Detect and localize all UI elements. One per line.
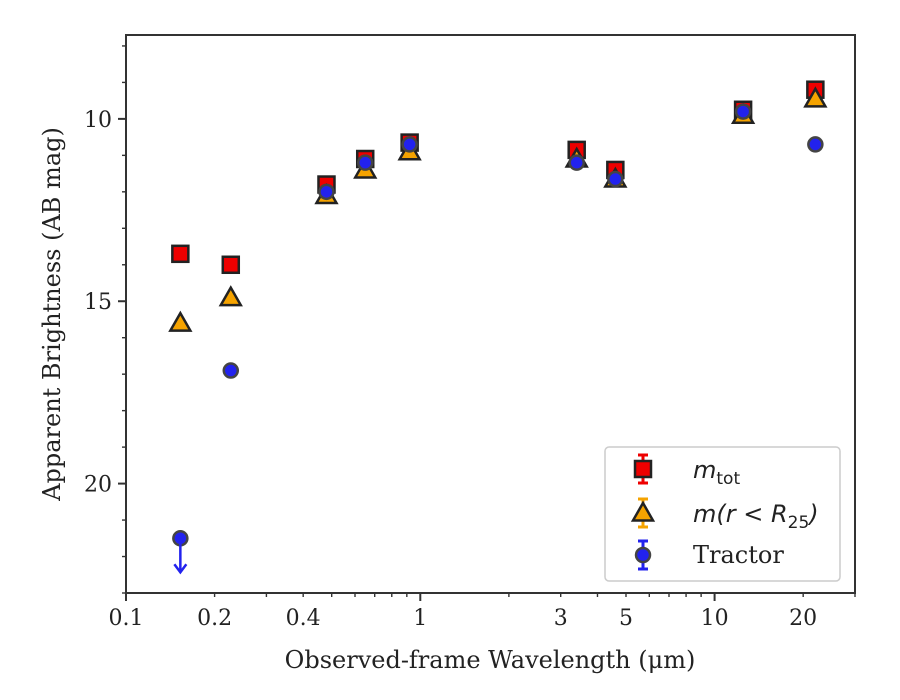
x-axis-label: Observed-frame Wavelength (μm) bbox=[285, 646, 696, 674]
legend: mtot m(r < R25) Tractor bbox=[604, 446, 841, 582]
x-tick-label: 1 bbox=[413, 606, 427, 631]
legend-label: Tractor bbox=[693, 541, 784, 569]
legend-label: m(r < R25) bbox=[693, 500, 819, 533]
circle-point bbox=[318, 183, 335, 201]
triangle-point bbox=[168, 310, 193, 332]
triangle-point bbox=[218, 285, 243, 307]
y-tick-label: 10 bbox=[84, 108, 112, 133]
circle-point bbox=[734, 103, 752, 120]
legend-marker bbox=[633, 459, 653, 479]
y-axis-label: Apparent Brightness (AB mag) bbox=[38, 127, 66, 502]
square-point bbox=[171, 244, 190, 264]
x-tick-label: 20 bbox=[789, 606, 817, 631]
circle-point bbox=[401, 136, 418, 153]
series-square bbox=[171, 80, 825, 275]
square-point bbox=[221, 255, 241, 275]
y-tick-label: 15 bbox=[84, 290, 112, 315]
data-marks bbox=[168, 80, 828, 575]
plot-frame bbox=[125, 34, 856, 594]
series-triangle bbox=[168, 86, 828, 332]
legend-marker bbox=[630, 500, 656, 522]
series-circle bbox=[172, 103, 824, 575]
x-tick-label: 0.1 bbox=[109, 606, 144, 631]
x-tick-label: 0.2 bbox=[197, 606, 232, 631]
legend-label: mtot bbox=[693, 456, 740, 489]
y-tick-label: 20 bbox=[84, 473, 112, 498]
legend-box bbox=[604, 446, 841, 582]
y-axis-ticks: 10 15 20 bbox=[84, 45, 126, 594]
circle-point bbox=[807, 136, 824, 153]
x-tick-label: 3 bbox=[554, 606, 568, 631]
x-tick-label: 0.4 bbox=[286, 606, 321, 631]
upper-limit-arrowhead bbox=[173, 563, 188, 575]
x-axis-ticks: 0.1 0.2 0.4 1 3 5 10 20 bbox=[109, 593, 856, 631]
legend-marker bbox=[634, 546, 652, 564]
circle-point bbox=[356, 154, 374, 171]
x-tick-label: 5 bbox=[619, 606, 633, 631]
triangle-point bbox=[803, 86, 828, 108]
circle-point bbox=[568, 154, 585, 171]
x-tick-label: 10 bbox=[701, 606, 729, 631]
circle-point bbox=[222, 362, 240, 379]
circle-point bbox=[607, 170, 624, 188]
